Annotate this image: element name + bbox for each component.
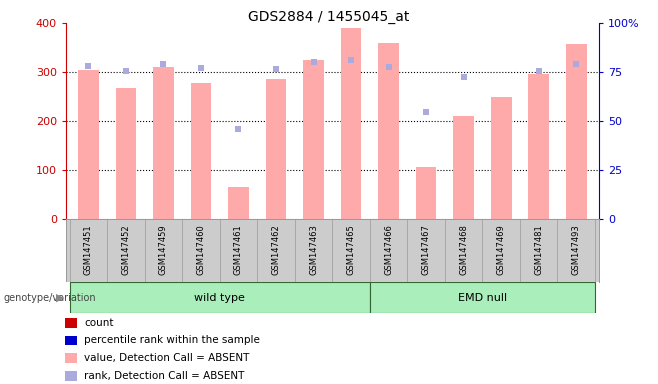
Text: genotype/variation: genotype/variation xyxy=(3,293,96,303)
Bar xyxy=(153,67,174,219)
Text: GSM147481: GSM147481 xyxy=(534,224,544,275)
Bar xyxy=(70,282,370,313)
Text: rank, Detection Call = ABSENT: rank, Detection Call = ABSENT xyxy=(84,371,245,381)
Bar xyxy=(528,74,549,219)
Bar xyxy=(64,371,77,381)
Bar xyxy=(228,187,249,219)
Bar xyxy=(303,60,324,219)
Text: GSM147466: GSM147466 xyxy=(384,224,393,275)
Text: percentile rank within the sample: percentile rank within the sample xyxy=(84,336,261,346)
Bar xyxy=(266,79,286,219)
Text: GSM147469: GSM147469 xyxy=(497,224,506,275)
Text: GSM147451: GSM147451 xyxy=(84,224,93,275)
Bar xyxy=(64,353,77,363)
Text: count: count xyxy=(84,318,114,328)
Bar xyxy=(64,318,77,328)
Text: EMD null: EMD null xyxy=(458,293,507,303)
Text: GSM147465: GSM147465 xyxy=(347,224,355,275)
Text: GSM147493: GSM147493 xyxy=(572,224,581,275)
Text: GSM147459: GSM147459 xyxy=(159,224,168,275)
Text: GSM147463: GSM147463 xyxy=(309,224,318,275)
Bar xyxy=(191,83,211,219)
Text: GSM147461: GSM147461 xyxy=(234,224,243,275)
Bar xyxy=(378,43,399,219)
Bar xyxy=(566,44,586,219)
Bar xyxy=(341,28,361,219)
Bar xyxy=(116,88,136,219)
Bar xyxy=(453,116,474,219)
Text: GSM147468: GSM147468 xyxy=(459,224,468,275)
Text: GSM147452: GSM147452 xyxy=(121,224,130,275)
Text: GSM147460: GSM147460 xyxy=(197,224,205,275)
Text: value, Detection Call = ABSENT: value, Detection Call = ABSENT xyxy=(84,353,250,363)
Text: GSM147462: GSM147462 xyxy=(272,224,280,275)
Bar xyxy=(64,336,77,346)
Text: GSM147467: GSM147467 xyxy=(422,224,430,275)
Bar xyxy=(78,70,99,219)
Text: GDS2884 / 1455045_at: GDS2884 / 1455045_at xyxy=(248,10,410,23)
Bar xyxy=(416,167,436,219)
Bar xyxy=(491,98,511,219)
Bar xyxy=(370,282,595,313)
Text: wild type: wild type xyxy=(194,293,245,303)
Text: ▶: ▶ xyxy=(56,293,64,303)
